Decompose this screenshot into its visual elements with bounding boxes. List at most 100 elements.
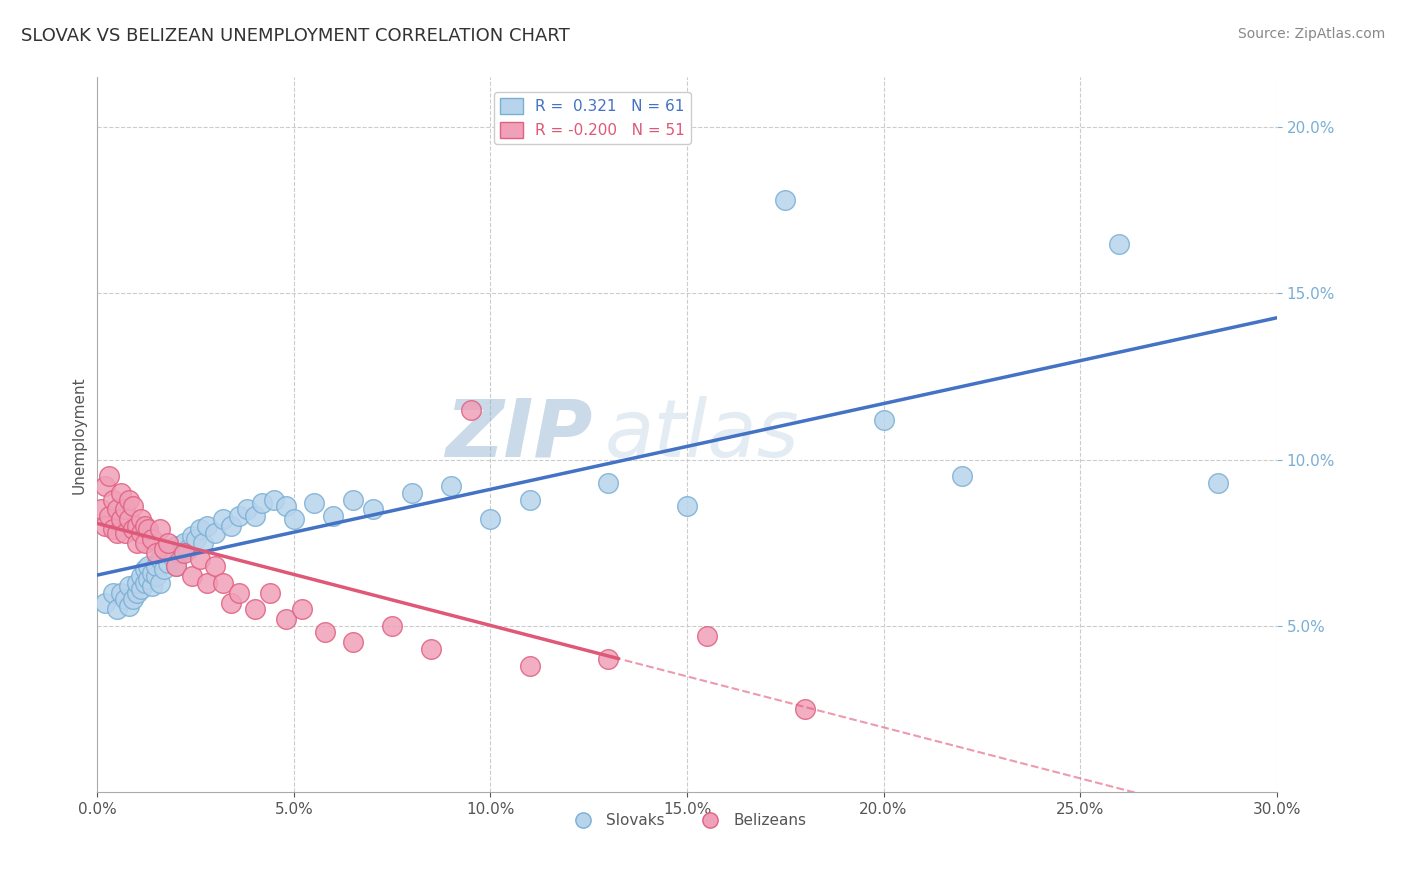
Point xyxy=(243,509,266,524)
Point xyxy=(94,519,117,533)
Point xyxy=(141,533,163,547)
Point xyxy=(228,509,250,524)
Point xyxy=(98,469,121,483)
Point xyxy=(263,492,285,507)
Point xyxy=(598,475,620,490)
Point xyxy=(169,546,191,560)
Point xyxy=(153,542,176,557)
Point xyxy=(160,549,183,563)
Point xyxy=(105,502,128,516)
Point xyxy=(94,479,117,493)
Point xyxy=(193,535,215,549)
Text: ZIP: ZIP xyxy=(446,396,593,474)
Point xyxy=(228,585,250,599)
Point xyxy=(252,496,274,510)
Point xyxy=(118,512,141,526)
Point xyxy=(125,585,148,599)
Point xyxy=(519,492,541,507)
Point xyxy=(401,486,423,500)
Point xyxy=(775,194,797,208)
Point xyxy=(114,502,136,516)
Point xyxy=(134,575,156,590)
Point xyxy=(110,512,132,526)
Point xyxy=(121,592,143,607)
Point xyxy=(157,542,180,557)
Point xyxy=(90,502,112,516)
Point xyxy=(145,569,167,583)
Point xyxy=(274,612,297,626)
Point xyxy=(121,499,143,513)
Point xyxy=(149,575,172,590)
Point xyxy=(138,572,160,586)
Point xyxy=(235,502,257,516)
Point xyxy=(204,558,226,573)
Point xyxy=(105,602,128,616)
Point xyxy=(274,499,297,513)
Point xyxy=(165,558,187,573)
Point xyxy=(259,585,281,599)
Point xyxy=(197,575,219,590)
Point xyxy=(197,519,219,533)
Point xyxy=(118,579,141,593)
Point xyxy=(149,523,172,537)
Point xyxy=(138,558,160,573)
Point xyxy=(134,562,156,576)
Point xyxy=(173,535,195,549)
Point xyxy=(188,552,211,566)
Y-axis label: Unemployment: Unemployment xyxy=(72,376,86,493)
Point xyxy=(101,492,124,507)
Point xyxy=(129,512,152,526)
Point xyxy=(212,575,235,590)
Point xyxy=(138,523,160,537)
Point xyxy=(129,569,152,583)
Point xyxy=(134,535,156,549)
Point xyxy=(114,525,136,540)
Point xyxy=(283,512,305,526)
Point xyxy=(141,579,163,593)
Point xyxy=(188,523,211,537)
Point xyxy=(125,575,148,590)
Point xyxy=(519,658,541,673)
Point xyxy=(129,582,152,597)
Point xyxy=(212,512,235,526)
Point xyxy=(145,558,167,573)
Point xyxy=(141,566,163,580)
Point xyxy=(460,402,482,417)
Point xyxy=(134,519,156,533)
Point xyxy=(149,552,172,566)
Text: SLOVAK VS BELIZEAN UNEMPLOYMENT CORRELATION CHART: SLOVAK VS BELIZEAN UNEMPLOYMENT CORRELAT… xyxy=(21,27,569,45)
Point xyxy=(598,652,620,666)
Point xyxy=(420,642,443,657)
Point xyxy=(129,525,152,540)
Point xyxy=(302,496,325,510)
Point xyxy=(381,619,404,633)
Point xyxy=(204,525,226,540)
Point xyxy=(157,556,180,570)
Legend: Slovaks, Belizeans: Slovaks, Belizeans xyxy=(561,807,813,834)
Point xyxy=(98,509,121,524)
Point xyxy=(322,509,344,524)
Point xyxy=(94,595,117,609)
Point xyxy=(145,546,167,560)
Point xyxy=(118,599,141,613)
Point xyxy=(165,539,187,553)
Point xyxy=(950,469,973,483)
Point xyxy=(177,542,200,557)
Point xyxy=(219,595,242,609)
Point xyxy=(110,486,132,500)
Point xyxy=(243,602,266,616)
Point xyxy=(676,499,699,513)
Point xyxy=(101,585,124,599)
Point xyxy=(180,529,202,543)
Point xyxy=(342,635,364,649)
Point xyxy=(114,592,136,607)
Point xyxy=(101,523,124,537)
Point xyxy=(125,535,148,549)
Point xyxy=(180,569,202,583)
Point xyxy=(314,625,336,640)
Point xyxy=(361,502,384,516)
Point xyxy=(440,479,463,493)
Point xyxy=(479,512,502,526)
Text: atlas: atlas xyxy=(605,396,799,474)
Point xyxy=(184,533,207,547)
